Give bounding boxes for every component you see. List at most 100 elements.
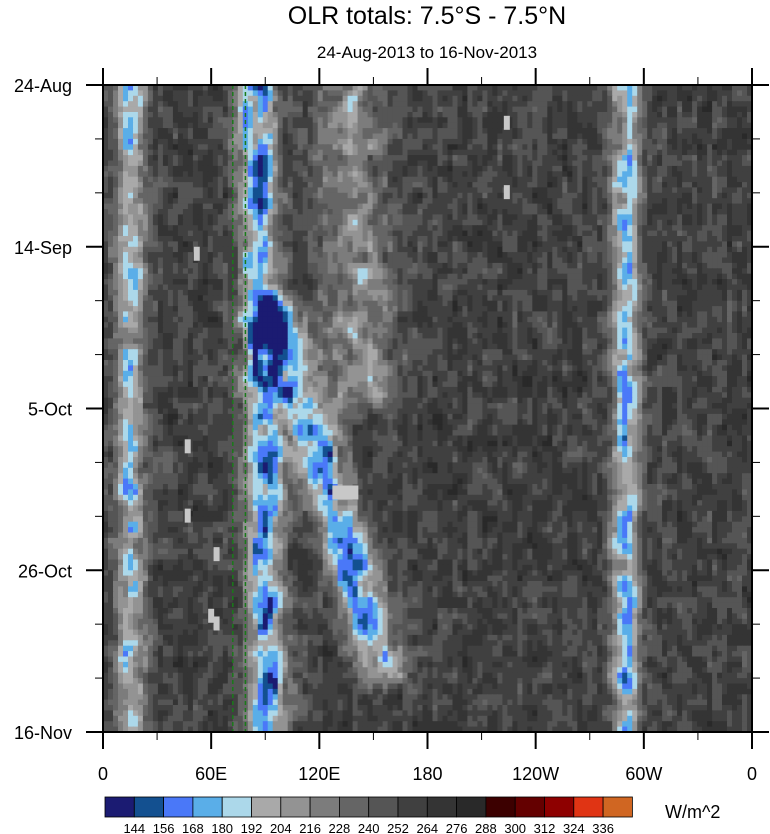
heatmap-cell <box>497 219 503 226</box>
heatmap-cell <box>167 209 174 215</box>
heatmap-cell <box>592 182 598 189</box>
heatmap-cell <box>742 192 748 199</box>
heatmap-cell <box>222 128 229 135</box>
heatmap-cell <box>252 112 259 118</box>
heatmap-cell <box>642 257 648 264</box>
heatmap-cell <box>572 165 578 172</box>
heatmap-cell <box>657 149 663 156</box>
heatmap-cell <box>472 236 478 242</box>
heatmap-cell <box>747 230 753 237</box>
heatmap-cell <box>362 101 369 108</box>
heatmap-cell <box>392 219 399 226</box>
heatmap-cell <box>237 257 244 264</box>
heatmap-cell <box>562 273 568 280</box>
heatmap-cell <box>357 171 364 178</box>
heatmap-cell <box>317 214 324 221</box>
heatmap-cell <box>517 138 523 145</box>
heatmap-cell <box>652 187 658 194</box>
heatmap-cell <box>337 182 344 189</box>
heatmap-cell <box>362 246 369 253</box>
heatmap-cell <box>682 165 688 172</box>
heatmap-cell <box>172 219 179 226</box>
heatmap-cell <box>242 284 249 291</box>
heatmap-cell <box>592 241 598 248</box>
heatmap-cell <box>227 187 234 194</box>
heatmap-cell <box>252 160 259 167</box>
heatmap-cell <box>487 236 493 242</box>
heatmap-cell <box>207 165 214 172</box>
heatmap-cell <box>682 246 688 253</box>
heatmap-cell <box>367 209 374 215</box>
heatmap-cell <box>267 95 274 102</box>
heatmap-cell <box>522 225 528 232</box>
heatmap-cell <box>717 165 723 172</box>
heatmap-cell <box>382 95 389 102</box>
heatmap-cell <box>652 246 658 253</box>
heatmap-cell <box>257 112 264 118</box>
heatmap-cell <box>417 230 424 237</box>
heatmap-cell <box>612 273 618 280</box>
heatmap-cell <box>332 128 339 135</box>
heatmap-cell <box>287 268 294 275</box>
heatmap-cell <box>142 284 149 291</box>
heatmap-cell <box>617 165 623 172</box>
heatmap-cell <box>707 236 713 242</box>
heatmap-cell <box>317 203 324 210</box>
heatmap-cell <box>327 122 334 129</box>
heatmap-cell <box>567 112 573 118</box>
heatmap-cell <box>377 192 384 199</box>
heatmap-cell <box>172 138 179 145</box>
heatmap-cell <box>392 160 399 167</box>
heatmap-cell <box>267 273 274 280</box>
heatmap-cell <box>262 149 269 156</box>
heatmap-cell <box>507 149 513 156</box>
heatmap-cell <box>727 246 733 253</box>
heatmap-cell <box>302 246 309 253</box>
heatmap-cell <box>532 257 538 264</box>
heatmap-cell <box>232 106 239 113</box>
heatmap-cell <box>352 273 359 280</box>
heatmap-cell <box>402 214 409 221</box>
heatmap-cell <box>377 101 384 108</box>
heatmap-cell <box>402 95 409 102</box>
heatmap-cell <box>297 155 304 162</box>
heatmap-cell <box>502 230 508 237</box>
heatmap-cell <box>157 257 164 264</box>
heatmap-cell <box>367 262 374 269</box>
heatmap-cell <box>477 198 483 205</box>
heatmap-cell <box>707 144 713 151</box>
heatmap-cell <box>367 279 374 286</box>
heatmap-cell <box>282 101 289 108</box>
heatmap-cell <box>257 236 264 242</box>
heatmap-cell <box>417 279 424 286</box>
heatmap-cell <box>582 85 588 91</box>
heatmap-cell <box>407 149 414 156</box>
heatmap-cell <box>687 284 693 291</box>
heatmap-cell <box>552 209 558 215</box>
heatmap-cell <box>667 176 673 183</box>
heatmap-cell <box>317 192 324 199</box>
heatmap-cell <box>202 122 209 129</box>
heatmap-cell <box>742 209 748 215</box>
heatmap-cell <box>242 144 249 151</box>
heatmap-cell <box>237 171 244 178</box>
heatmap-cell <box>477 106 483 113</box>
heatmap-cell <box>727 171 733 178</box>
heatmap-cell <box>677 246 683 253</box>
heatmap-cell <box>342 252 349 259</box>
heatmap-cell <box>197 165 204 172</box>
heatmap-cell <box>118 160 124 167</box>
heatmap-cell <box>147 252 154 259</box>
heatmap-cell <box>382 117 389 124</box>
heatmap-cell <box>362 95 369 102</box>
heatmap-cell <box>297 284 304 291</box>
heatmap-cell <box>128 149 134 156</box>
heatmap-cell <box>467 279 473 286</box>
heatmap-cell <box>662 128 668 135</box>
heatmap-cell <box>352 209 359 215</box>
heatmap-cell <box>417 155 424 162</box>
heatmap-cell <box>667 101 673 108</box>
heatmap-cell <box>327 95 334 102</box>
heatmap-cell <box>542 214 548 221</box>
heatmap-cell <box>272 214 279 221</box>
